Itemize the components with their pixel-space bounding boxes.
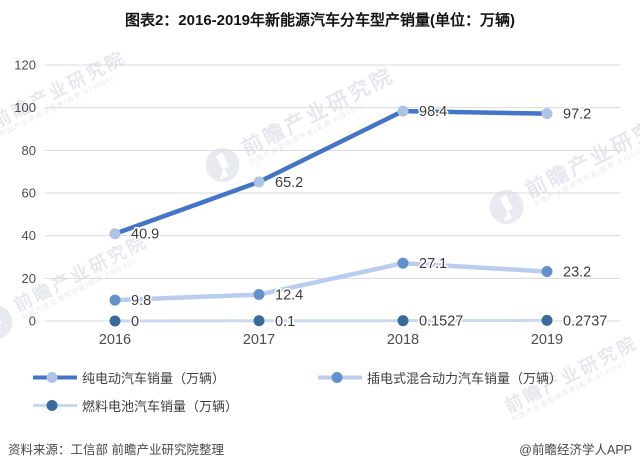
data-point-label: 65.2 bbox=[275, 175, 303, 191]
data-point-marker bbox=[397, 257, 409, 269]
data-point-label: 0 bbox=[131, 314, 139, 330]
x-axis-tick-label: 2016 bbox=[99, 332, 131, 348]
data-point-label: 40.9 bbox=[131, 227, 159, 243]
data-point-label: 0.1 bbox=[275, 314, 295, 330]
data-point-marker bbox=[541, 266, 553, 278]
data-point-label: 0.2737 bbox=[563, 313, 607, 329]
data-point-marker bbox=[541, 314, 553, 326]
credit-note: @前瞻经济学人APP bbox=[519, 443, 632, 457]
data-point-marker bbox=[397, 315, 409, 327]
data-point-marker bbox=[397, 105, 409, 117]
data-point-label: 9.8 bbox=[131, 293, 151, 309]
data-source-note: 资料来源：工信部 前瞻产业研究院整理 bbox=[8, 443, 224, 457]
data-point-marker bbox=[109, 294, 121, 306]
data-point-marker bbox=[109, 228, 121, 240]
legend-item-plugin-hybrid: 插电式混合动力汽车销量（万辆） bbox=[318, 370, 563, 386]
y-axis-tick-label: 20 bbox=[22, 271, 36, 286]
data-point-label: 98.4 bbox=[419, 104, 447, 120]
data-point-marker bbox=[253, 176, 265, 188]
data-point-label: 0.1527 bbox=[419, 314, 463, 330]
legend-marker-icon bbox=[33, 399, 77, 411]
chart-legend: 纯电动汽车销量（万辆） 插电式混合动力汽车销量（万辆） 燃料电池汽车销量（万辆） bbox=[0, 370, 640, 422]
y-axis-tick-label: 80 bbox=[22, 143, 36, 158]
data-point-marker bbox=[253, 315, 265, 327]
series-line-2 bbox=[113, 318, 549, 323]
legend-marker-icon bbox=[33, 371, 77, 383]
legend-marker-icon bbox=[318, 371, 362, 383]
x-axis-tick-label: 2019 bbox=[531, 332, 563, 348]
chart-footer: 资料来源：工信部 前瞻产业研究院整理 @前瞻经济学人APP bbox=[0, 436, 640, 460]
y-axis-tick-label: 60 bbox=[22, 186, 36, 201]
data-point-marker bbox=[109, 315, 121, 327]
data-point-label: 12.4 bbox=[275, 288, 303, 304]
legend-label: 燃料电池汽车销量（万辆） bbox=[82, 398, 239, 414]
series-line-0 bbox=[112, 108, 550, 236]
legend-label: 插电式混合动力汽车销量（万辆） bbox=[367, 370, 563, 386]
x-axis-tick-label: 2017 bbox=[243, 332, 275, 348]
data-point-label: 27.1 bbox=[419, 256, 447, 272]
x-axis-tick-label: 2018 bbox=[387, 332, 419, 348]
data-point-label: 97.2 bbox=[563, 107, 591, 123]
y-axis-tick-label: 100 bbox=[14, 100, 36, 115]
legend-item-pure-electric: 纯电动汽车销量（万辆） bbox=[33, 370, 226, 386]
y-axis-tick-label: 120 bbox=[14, 58, 36, 73]
legend-item-fuel-cell: 燃料电池汽车销量（万辆） bbox=[33, 398, 239, 414]
y-axis-tick-label: 40 bbox=[22, 228, 36, 243]
data-point-label: 23.2 bbox=[563, 265, 591, 281]
data-point-marker bbox=[253, 289, 265, 301]
data-point-marker bbox=[541, 108, 553, 120]
y-axis-tick-label: 0 bbox=[29, 314, 36, 329]
line-chart: 0 20 40 60 80 100 120 2016 2017 2018 2019 0 0.1 0.152… bbox=[14, 58, 620, 348]
series-line-1 bbox=[112, 260, 550, 303]
chart-title: 图表2：2016-2019年新能源汽车分车型产销量(单位：万辆) bbox=[124, 12, 516, 29]
legend-label: 纯电动汽车销量（万辆） bbox=[82, 370, 226, 386]
